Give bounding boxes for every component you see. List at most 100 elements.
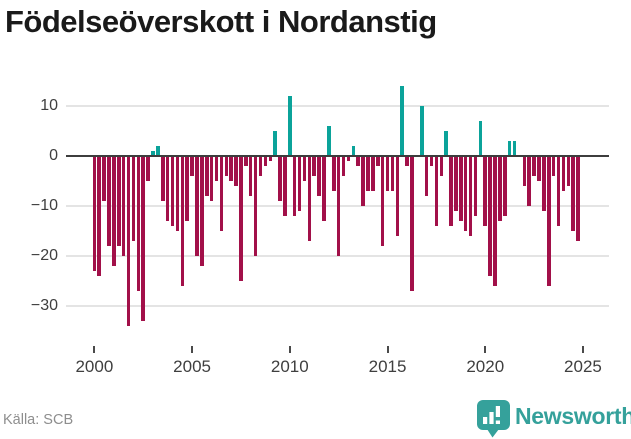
bar [576,156,580,241]
bar [258,156,263,176]
bar [424,156,429,196]
bar [107,156,111,246]
bar [498,156,502,221]
bar [307,156,312,241]
bar [459,156,463,221]
source-label: Källa: SCB [3,412,74,428]
bar [522,156,527,186]
bar [185,156,189,221]
bar [346,156,351,161]
bar [161,156,165,201]
bar [244,156,248,166]
bar [478,121,483,156]
bar [332,156,336,191]
x-axis-tick [386,346,389,353]
bar [273,131,277,156]
bar [410,156,414,291]
bar [126,156,131,326]
bar [229,156,233,181]
bar [336,156,341,256]
bar [356,156,360,166]
bar [375,156,380,166]
y-axis-label: 0 [49,147,58,164]
bar [112,156,116,266]
gridline [66,105,609,107]
x-axis-label: 2000 [75,357,114,376]
bar [512,141,517,156]
bar [488,156,492,276]
bar [542,156,546,211]
bar [454,156,458,211]
newsworthy-logo: Newsworthy [477,398,631,438]
bar [561,156,566,191]
y-axis-label: −30 [30,297,58,314]
bar [131,156,136,241]
bar [102,156,106,201]
bar [224,156,229,176]
bar [532,156,536,176]
bar [175,156,180,231]
bar [288,96,292,156]
bar [385,156,390,191]
bar [527,156,531,206]
bar [302,156,307,181]
bar [537,156,541,181]
bar [556,156,561,226]
bar [165,156,170,221]
x-axis-tick [93,346,96,353]
x-axis-tick [191,346,194,353]
bar [200,156,204,266]
x-axis-tick [581,346,584,353]
bar [439,156,444,176]
bar [136,156,141,291]
bar [190,156,194,176]
x-axis-label: 2010 [270,357,309,376]
bar [483,156,488,226]
bar [493,156,497,286]
bar [449,156,453,226]
bar [547,156,551,286]
bar [341,156,346,176]
bar [253,156,258,256]
gridline [66,305,609,307]
bar [117,156,121,246]
bar [571,156,575,231]
y-axis-label: 10 [40,97,58,114]
bar [278,156,282,201]
bar [195,156,199,256]
newsworthy-logo-text: Newsworthy [515,403,631,429]
bar-chart-speech-bubble-icon [477,400,510,438]
bar [268,156,273,161]
chart-title: Födelseöverskott i Nordanstig [5,4,437,39]
x-axis-label: 2025 [564,357,602,376]
bar [297,156,302,211]
bar [239,156,243,281]
bar [312,156,317,176]
gridline [66,255,609,257]
bar [248,156,253,196]
zero-line [66,154,609,158]
bar [371,156,375,191]
bar [361,156,365,206]
bar [405,156,409,166]
x-axis-label: 2005 [173,357,211,376]
bar [503,156,507,216]
bar [156,146,160,156]
bar [429,156,434,166]
bar [434,156,439,226]
bar [390,156,395,191]
bar [92,156,97,271]
bar [444,131,448,156]
bar [366,156,370,191]
y-axis-label: −20 [30,247,58,264]
bar [400,86,404,156]
bar [170,156,175,226]
bar [204,156,209,196]
bar [141,156,145,321]
bar [322,156,326,221]
bar [473,156,478,216]
bar [180,156,185,286]
bar [209,156,214,201]
bar [219,156,224,231]
bar [566,156,571,186]
